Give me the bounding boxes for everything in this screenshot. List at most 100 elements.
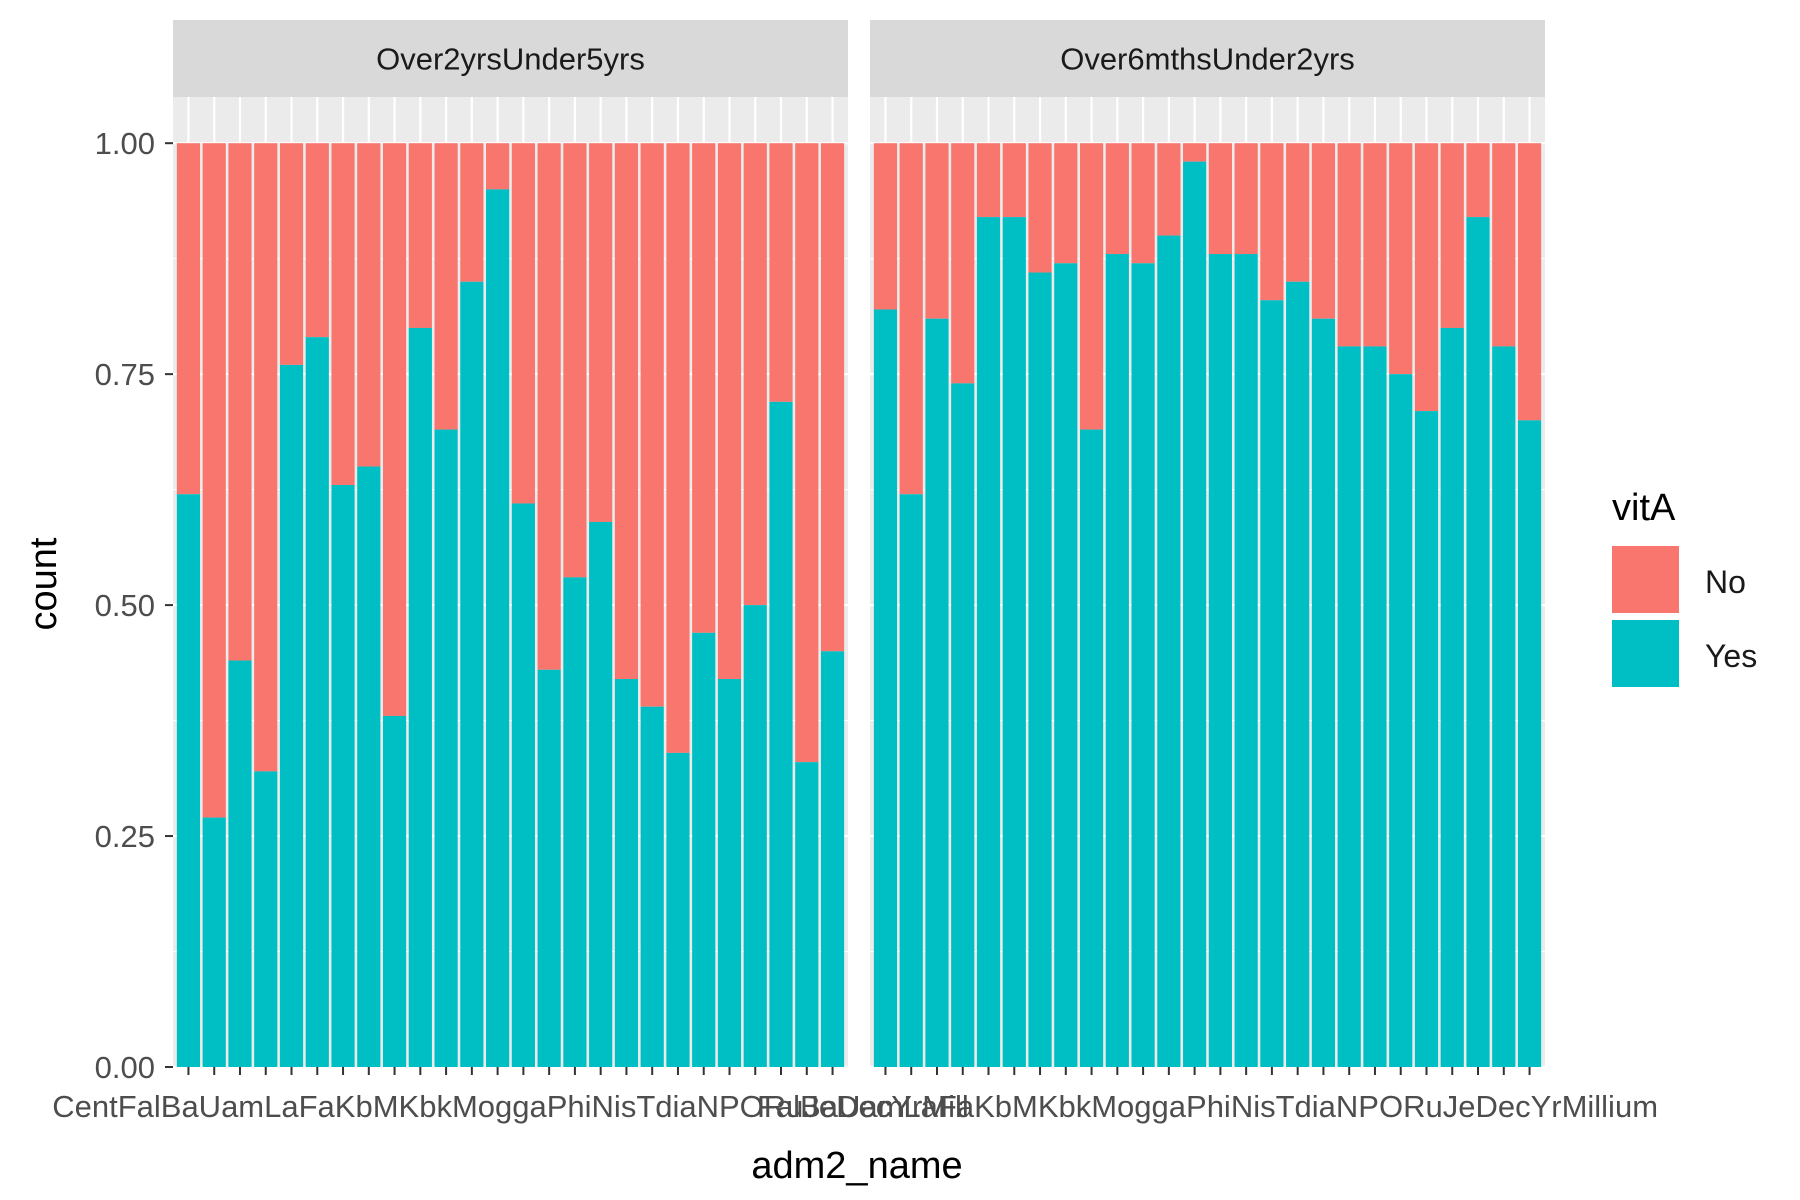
bar-yes	[769, 401, 793, 1067]
bar-no	[743, 143, 767, 606]
bar-no	[925, 143, 949, 319]
bar-no	[1286, 143, 1310, 282]
bar-yes	[486, 189, 510, 1067]
bar-no	[1183, 143, 1207, 162]
bar-yes	[717, 679, 742, 1067]
bar-no	[228, 143, 252, 661]
legend-label-yes: Yes	[1705, 638, 1757, 674]
bar-yes	[202, 817, 226, 1067]
bar-no	[614, 143, 639, 679]
bar-yes	[1363, 346, 1387, 1067]
bar-yes	[1208, 254, 1232, 1068]
bar-yes	[1131, 263, 1155, 1067]
bar-yes	[1311, 318, 1336, 1067]
bar-no	[408, 143, 432, 328]
facet-strip	[870, 20, 1545, 97]
bar-yes	[614, 679, 639, 1067]
bar-no	[1260, 143, 1284, 301]
bar-no	[717, 143, 742, 679]
bar-yes	[1286, 281, 1310, 1067]
bar-no	[1028, 143, 1052, 273]
legend-title: vitA	[1612, 487, 1676, 529]
y-axis-title: count	[23, 537, 65, 630]
bar-yes	[1414, 411, 1439, 1068]
bar-yes	[1157, 235, 1181, 1068]
bar-yes	[795, 762, 819, 1067]
bar-no	[511, 143, 535, 504]
bar-no	[537, 143, 561, 670]
bar-yes	[1183, 161, 1207, 1067]
bar-yes	[589, 521, 613, 1067]
legend-key-no	[1612, 546, 1679, 613]
bar-yes	[1260, 300, 1284, 1067]
bar-yes	[1234, 254, 1258, 1068]
bar-no	[640, 143, 664, 707]
bar-no	[1208, 143, 1232, 255]
bar-yes	[1105, 254, 1129, 1068]
bar-no	[1414, 143, 1439, 412]
y-tick-label: 0.25	[95, 819, 155, 854]
bar-no	[899, 143, 923, 495]
bar-no	[1105, 143, 1129, 255]
bar-no	[202, 143, 226, 818]
bar-yes	[640, 706, 664, 1067]
legend-label-no: No	[1705, 564, 1746, 600]
bar-yes	[228, 660, 252, 1067]
bar-no	[1131, 143, 1155, 264]
y-tick-label: 0.75	[95, 357, 155, 392]
bar-no	[486, 143, 510, 190]
bar-no	[1157, 143, 1181, 236]
bar-no	[254, 143, 278, 772]
bar-yes	[1054, 263, 1078, 1067]
bar-yes	[666, 752, 690, 1067]
bar-no	[1440, 143, 1464, 328]
panel-1: Over2yrsUnder5yrs CentFalBaUamLaFaKbMKbkM…	[52, 20, 969, 1124]
bar-no	[873, 143, 898, 310]
facet-strip	[173, 20, 848, 97]
bar-yes	[382, 715, 407, 1067]
bar-no	[1234, 143, 1258, 255]
bar-yes	[460, 281, 484, 1067]
panels: Over2yrsUnder5yrs CentFalBaUamLaFaKbMKbkM…	[52, 20, 1658, 1124]
bar-no	[434, 143, 458, 430]
bar-yes	[1389, 374, 1413, 1068]
bar-no	[1054, 143, 1078, 264]
bar-yes	[1466, 217, 1490, 1068]
bar-yes	[408, 327, 432, 1067]
bar-yes	[1492, 346, 1516, 1067]
bar-yes	[511, 503, 535, 1067]
bar-yes	[254, 771, 278, 1067]
bar-no	[1389, 143, 1413, 375]
bar-yes	[563, 577, 587, 1067]
x-tick-labels: FalBaUamLaFaKbMKbkMoggaPhiNisTdiaNPORuJe…	[757, 1089, 1658, 1124]
bar-yes	[925, 318, 949, 1067]
bar-yes	[1028, 272, 1052, 1067]
bar-yes	[743, 605, 767, 1067]
bar-yes	[1002, 217, 1026, 1068]
bar-no	[795, 143, 819, 763]
bar-no	[1517, 143, 1542, 421]
y-axis: 0.00 0.25 0.50 0.75 1.00	[95, 126, 173, 1085]
bar-yes	[331, 485, 355, 1067]
bar-no	[382, 143, 407, 716]
legend: vitA No Yes	[1612, 487, 1757, 687]
bar-yes	[899, 494, 923, 1067]
bar-no	[279, 143, 304, 365]
bar-yes	[1337, 346, 1361, 1067]
bar-no	[1363, 143, 1387, 347]
legend-key-yes	[1612, 620, 1679, 687]
bar-yes	[1079, 429, 1104, 1068]
bar-yes	[1440, 327, 1464, 1067]
x-tick-labels: CentFalBaUamLaFaKbMKbkMoggaPhiNisTdiaNPO…	[52, 1089, 969, 1124]
bar-no	[1466, 143, 1490, 218]
bar-no	[589, 143, 613, 522]
y-tick-label: 0.50	[95, 588, 155, 623]
panel-2: Over6mthsUnder2yrs FalBaUamLaFaKbMKbkMogg…	[757, 20, 1658, 1124]
y-tick-label: 0.00	[95, 1050, 155, 1085]
bar-yes	[692, 632, 716, 1067]
bar-no	[1002, 143, 1026, 218]
bar-yes	[976, 217, 1001, 1068]
bar-no	[305, 143, 329, 338]
bar-yes	[357, 466, 381, 1067]
